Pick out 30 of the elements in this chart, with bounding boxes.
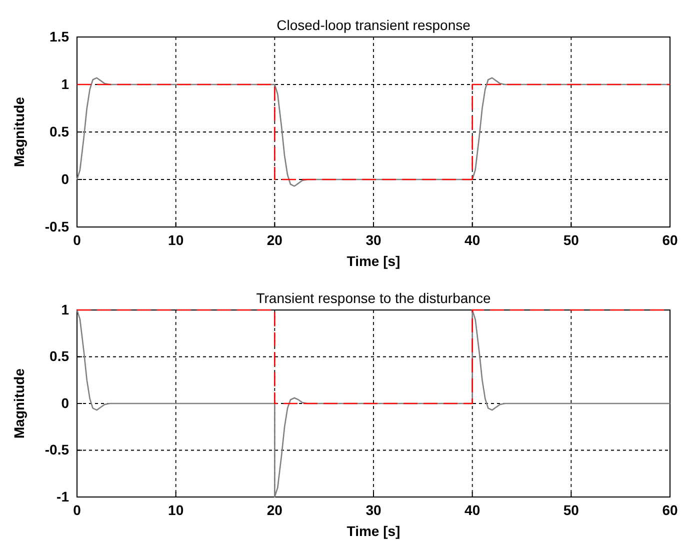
x-tick-label: 20	[266, 502, 283, 518]
x-tick-label: 20	[266, 232, 283, 248]
x-tick-label: 60	[662, 502, 678, 518]
x-tick-label: 30	[366, 502, 382, 518]
x-tick-label: 0	[73, 232, 82, 248]
chart-title: Closed-loop transient response	[276, 17, 471, 33]
x-tick-label: 30	[366, 232, 382, 248]
x-tick-label: 40	[464, 232, 480, 248]
x-tick-label: 50	[563, 232, 580, 248]
x-axis-title: Time [s]	[346, 523, 400, 539]
x-tick-label: 10	[168, 502, 184, 518]
x-axis-title: Time [s]	[346, 253, 400, 269]
x-tick-label: 0	[73, 502, 82, 518]
y-tick-label: 0.5	[50, 348, 70, 364]
x-tick-label: 60	[662, 232, 678, 248]
y-axis-title: Magnitude	[11, 368, 27, 438]
y-tick-label: -1	[56, 488, 70, 504]
y-tick-label: 0	[61, 170, 70, 187]
y-tick-label: 0.5	[50, 123, 70, 140]
y-tick-label: 1	[61, 301, 70, 318]
y-tick-label: -0.5	[44, 218, 70, 234]
chart-title: Transient response to the disturbance	[256, 290, 491, 306]
y-tick-label: 0	[61, 394, 70, 411]
y-axis-title: Magnitude	[11, 96, 27, 167]
y-tick-label: 1	[61, 76, 70, 92]
x-tick-label: 50	[563, 502, 580, 518]
y-tick-label: 1.5	[50, 28, 70, 44]
y-tick-label: -0.5	[44, 442, 70, 458]
x-tick-label: 10	[168, 232, 184, 248]
x-tick-label: 40	[464, 502, 480, 518]
